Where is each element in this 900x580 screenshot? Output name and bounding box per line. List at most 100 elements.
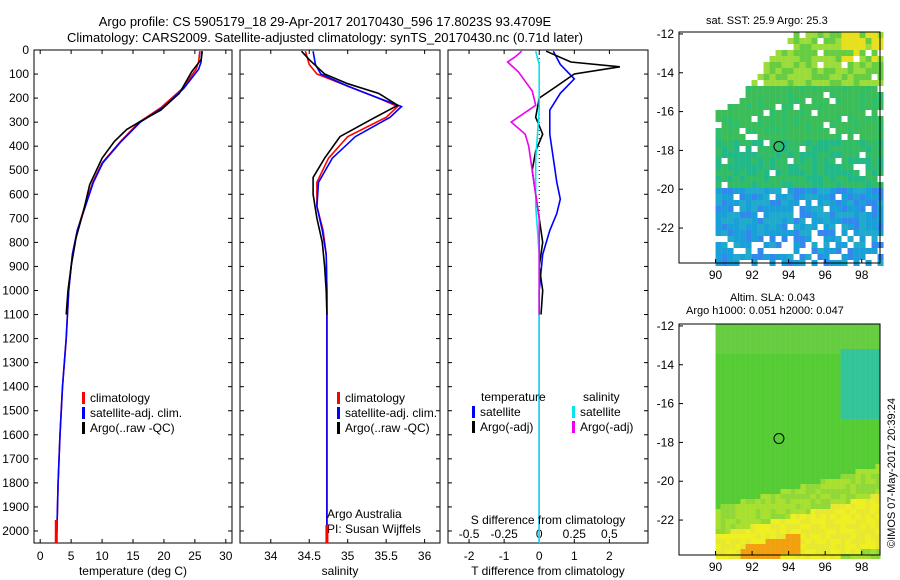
- map-cell: [815, 449, 821, 454]
- map-cell: [865, 429, 871, 434]
- map-cell: [805, 459, 811, 464]
- map-cell: [793, 92, 800, 98]
- map-cell: [745, 104, 752, 110]
- map-x-tick-label: 94: [782, 560, 796, 574]
- map-cell: [829, 230, 836, 236]
- map-cell: [805, 464, 811, 469]
- map-cell: [870, 529, 876, 534]
- map-cell: [825, 464, 831, 469]
- map-cell: [830, 409, 836, 414]
- map-cell: [853, 32, 860, 38]
- map-cell: [715, 449, 721, 454]
- map-cell: [740, 329, 746, 334]
- map-cell: [829, 212, 836, 218]
- map-cell: [865, 152, 872, 158]
- map-cell: [875, 439, 881, 444]
- map-cell: [775, 170, 782, 176]
- map-cell: [829, 62, 836, 68]
- map-cell: [820, 459, 826, 464]
- map-cell: [835, 146, 842, 152]
- map-cell: [725, 384, 731, 389]
- map-cell: [855, 544, 861, 549]
- map-cell: [829, 152, 836, 158]
- map-cell: [820, 344, 826, 349]
- map-cell: [845, 429, 851, 434]
- map-cell: [847, 32, 854, 38]
- map-cell: [853, 254, 860, 260]
- map-cell: [845, 464, 851, 469]
- map-cell: [787, 140, 794, 146]
- map-cell: [877, 206, 884, 212]
- map-cell: [871, 224, 878, 230]
- map-cell: [847, 170, 854, 176]
- map-cell: [730, 544, 736, 549]
- map-cell: [755, 504, 761, 509]
- map-cell: [850, 544, 856, 549]
- map-cell: [830, 499, 836, 504]
- map-cell: [825, 419, 831, 424]
- map-cell: [860, 349, 866, 354]
- map-cell: [787, 194, 794, 200]
- map-cell: [840, 464, 846, 469]
- map-cell: [770, 364, 776, 369]
- map-cell: [740, 444, 746, 449]
- map-cell: [829, 236, 836, 242]
- map-cell: [865, 554, 871, 559]
- map-cell: [871, 146, 878, 152]
- map-cell: [850, 384, 856, 389]
- map-cell: [877, 32, 884, 38]
- map-cell: [850, 519, 856, 524]
- map-cell: [793, 32, 800, 38]
- map-cell: [760, 544, 766, 549]
- map-cell: [787, 200, 794, 206]
- map-cell: [727, 254, 734, 260]
- map-x-tick-label: 90: [709, 560, 723, 574]
- map-cell: [835, 74, 842, 80]
- map-cell: [780, 359, 786, 364]
- map-cell: [757, 194, 764, 200]
- map-cell: [720, 444, 726, 449]
- map-cell: [780, 389, 786, 394]
- map-cell: [760, 504, 766, 509]
- map-cell: [715, 339, 721, 344]
- map-cell: [845, 474, 851, 479]
- map-cell: [835, 324, 841, 329]
- series-line-0: [55, 51, 201, 544]
- map-cell: [733, 224, 740, 230]
- map-cell: [745, 224, 752, 230]
- map-cell: [780, 524, 786, 529]
- map-cell: [745, 424, 751, 429]
- map-cell: [739, 224, 746, 230]
- map-cell: [757, 254, 764, 260]
- map-cell: [740, 424, 746, 429]
- map-cell: [730, 384, 736, 389]
- map-cell: [877, 80, 884, 86]
- map-cell: [735, 439, 741, 444]
- map-cell: [720, 364, 726, 369]
- map-cell: [830, 514, 836, 519]
- map-cell: [740, 359, 746, 364]
- map-cell: [859, 110, 866, 116]
- map-cell: [830, 369, 836, 374]
- map-cell: [730, 524, 736, 529]
- map-cell: [865, 514, 871, 519]
- map-cell: [745, 449, 751, 454]
- map-cell: [829, 80, 836, 86]
- map-cell: [727, 206, 734, 212]
- map-cell: [850, 464, 856, 469]
- map-cell: [853, 230, 860, 236]
- map-cell: [830, 334, 836, 339]
- map-cell: [805, 384, 811, 389]
- map-cell: [720, 339, 726, 344]
- map-cell: [841, 254, 848, 260]
- map-cell: [750, 334, 756, 339]
- map-cell: [855, 394, 861, 399]
- legend-swatch: [572, 421, 575, 433]
- map-cell: [750, 379, 756, 384]
- map-cell: [793, 56, 800, 62]
- map-cell: [870, 384, 876, 389]
- map-cell: [757, 218, 764, 224]
- map-cell: [840, 374, 846, 379]
- map-cell: [845, 544, 851, 549]
- map-cell: [751, 152, 758, 158]
